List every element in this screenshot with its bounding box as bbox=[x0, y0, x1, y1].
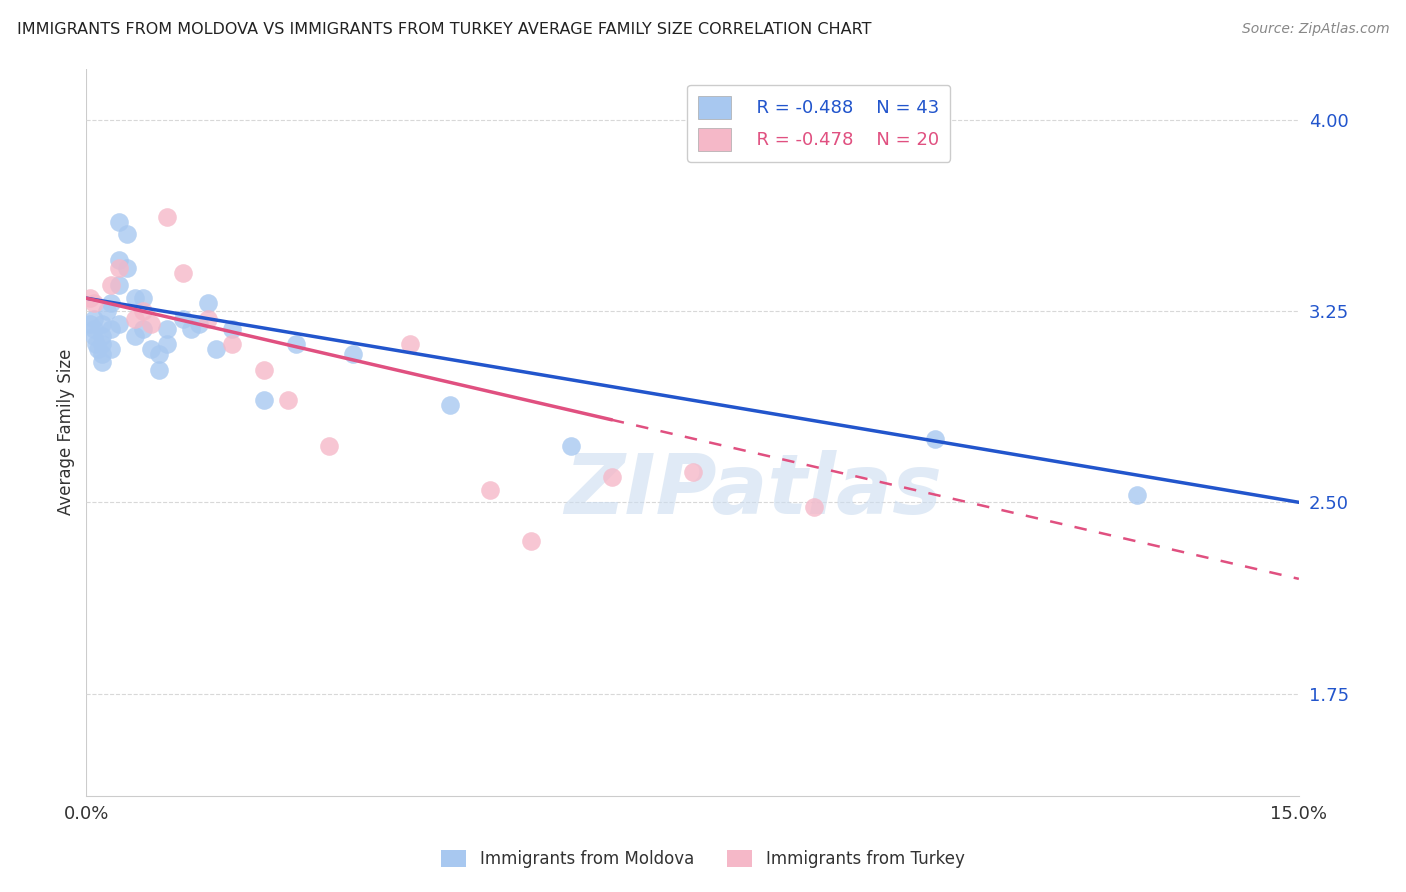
Point bbox=[96, 304, 118, 318]
Point bbox=[139, 342, 162, 356]
Point bbox=[100, 322, 122, 336]
Point bbox=[87, 342, 110, 356]
Text: IMMIGRANTS FROM MOLDOVA VS IMMIGRANTS FROM TURKEY AVERAGE FAMILY SIZE CORRELATIO: IMMIGRANTS FROM MOLDOVA VS IMMIGRANTS FR… bbox=[17, 22, 872, 37]
Point bbox=[172, 266, 194, 280]
Point bbox=[156, 210, 179, 224]
Point bbox=[107, 252, 129, 267]
Point bbox=[84, 337, 107, 351]
Point bbox=[100, 296, 122, 310]
Point bbox=[132, 322, 155, 336]
Point bbox=[188, 317, 211, 331]
Point bbox=[91, 355, 114, 369]
Point bbox=[398, 337, 420, 351]
Point bbox=[79, 291, 101, 305]
Point bbox=[79, 317, 101, 331]
Point bbox=[285, 337, 308, 351]
Point bbox=[560, 439, 582, 453]
Text: ZIPatlas: ZIPatlas bbox=[564, 450, 942, 531]
Point bbox=[180, 322, 202, 336]
Point bbox=[132, 291, 155, 305]
Point bbox=[100, 278, 122, 293]
Legend:   R = -0.488    N = 43,   R = -0.478    N = 20: R = -0.488 N = 43, R = -0.478 N = 20 bbox=[688, 85, 950, 162]
Point bbox=[520, 533, 543, 548]
Point bbox=[107, 214, 129, 228]
Point bbox=[91, 329, 114, 343]
Point bbox=[139, 317, 162, 331]
Point bbox=[83, 322, 105, 336]
Point bbox=[107, 260, 129, 275]
Point bbox=[318, 439, 340, 453]
Point bbox=[107, 317, 129, 331]
Point bbox=[479, 483, 502, 497]
Point bbox=[132, 304, 155, 318]
Point bbox=[156, 322, 179, 336]
Point bbox=[924, 432, 946, 446]
Point bbox=[107, 278, 129, 293]
Point bbox=[204, 342, 226, 356]
Point bbox=[100, 342, 122, 356]
Point bbox=[197, 296, 219, 310]
Point bbox=[148, 362, 170, 376]
Point bbox=[148, 347, 170, 361]
Legend: Immigrants from Moldova, Immigrants from Turkey: Immigrants from Moldova, Immigrants from… bbox=[434, 843, 972, 875]
Point bbox=[439, 398, 461, 412]
Point bbox=[342, 347, 364, 361]
Point bbox=[83, 296, 105, 310]
Y-axis label: Average Family Size: Average Family Size bbox=[58, 349, 75, 516]
Point bbox=[124, 311, 146, 326]
Point bbox=[600, 470, 623, 484]
Point bbox=[91, 337, 114, 351]
Point bbox=[115, 227, 138, 242]
Point bbox=[682, 465, 704, 479]
Point bbox=[91, 317, 114, 331]
Point bbox=[253, 362, 276, 376]
Point bbox=[1126, 488, 1149, 502]
Point bbox=[221, 322, 243, 336]
Point bbox=[253, 393, 276, 408]
Point bbox=[124, 291, 146, 305]
Point bbox=[115, 260, 138, 275]
Point bbox=[277, 393, 299, 408]
Point bbox=[124, 329, 146, 343]
Point bbox=[172, 311, 194, 326]
Point bbox=[83, 311, 105, 326]
Point bbox=[197, 311, 219, 326]
Point bbox=[803, 500, 825, 515]
Point bbox=[156, 337, 179, 351]
Point bbox=[221, 337, 243, 351]
Point bbox=[91, 347, 114, 361]
Point bbox=[83, 329, 105, 343]
Text: Source: ZipAtlas.com: Source: ZipAtlas.com bbox=[1241, 22, 1389, 37]
